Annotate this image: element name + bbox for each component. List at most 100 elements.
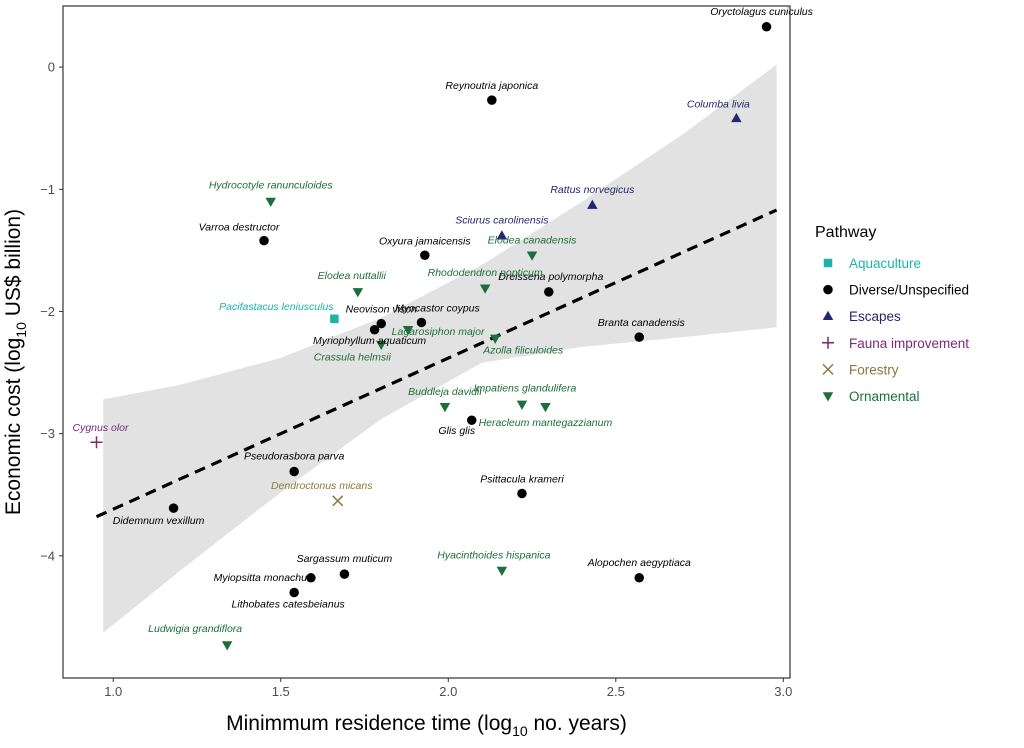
data-point [496,230,508,240]
legend-label: Escapes [849,309,901,324]
point-label: Sciurus carolinensis [455,215,549,227]
point-label: Buddleja davidii [408,386,482,398]
y-tick-label: −2 [40,304,55,319]
data-point [259,235,269,246]
y-axis-title-subscript: 10 [13,322,29,338]
point-label: Cygnus olor [72,422,129,434]
trend-line [95,208,778,519]
legend-key [823,284,833,295]
legend-title: Pathway [815,224,876,241]
point-label: Hydrocotyle ranunculoides [209,179,333,191]
point-label: Dreissena polymorpha [498,271,603,283]
data-point [369,325,380,335]
point-label: Lagarosiphon major [392,326,485,338]
point-label: Rattus norvegicus [550,184,635,196]
data-point [479,284,491,294]
point-label: Elodea nuttallii [318,270,387,282]
legend-items: Aquaculture Diverse/Unspecified Escapes Fau… [822,256,969,404]
x-axis-title: Minimmum residence time (log10 no. years… [226,712,627,739]
x-tick-label: 2.5 [607,684,625,699]
point-label: Crassula helmsii [314,351,392,363]
point-labels-layer: Oryctolagus cuniculus Reynoutria japonica… [72,6,813,635]
point-label: Oryctolagus cuniculus [710,6,813,18]
data-point [587,199,598,209]
point-label: Sargassum muticum [297,553,393,565]
data-point [376,318,387,329]
point-label: Heracleum mantegazzianum [479,417,613,429]
data-point [489,334,501,344]
legend: Pathway Aquaculture Diverse/Unspecified Es… [815,224,969,404]
point-label: Neovison vison [346,304,417,316]
point-label: Glis glis [438,425,476,437]
data-point [289,587,299,598]
legend-label: Fauna improvement [849,336,969,351]
point-label: Ludwigia grandiflora [148,623,242,635]
x-tick-label: 2.0 [439,684,457,699]
data-point [634,573,644,583]
y-tick-label: −4 [40,548,55,563]
point-label: Myiopsitta monachus [214,572,313,584]
point-label: Rhododendron ponticum [428,267,543,279]
x-axis: 1.0 1.5 2.0 2.5 3.0 [104,678,792,699]
point-label: Didemnum vexillum [113,515,205,527]
data-point [420,250,430,261]
y-axis-title: Economic cost (log10 US$ billion) [2,209,29,515]
x-tick-label: 1.0 [104,684,122,699]
data-point [544,287,554,297]
point-label: Lithobates catesbeianus [232,598,346,610]
y-axis-title-tail: US$ billion) [2,209,25,322]
data-point [90,436,103,449]
y-tick-label: −3 [40,426,55,441]
point-label: Columba livia [687,98,750,110]
legend-key [822,392,834,402]
confidence-band-layer [103,64,777,633]
data-points-layer [90,22,772,651]
point-label: Azolla filiculoides [482,344,564,356]
data-point [332,495,344,507]
data-point [487,95,497,105]
point-label: Myriophyllum aquaticum [313,335,426,347]
point-label: Reynoutria japonica [445,80,538,92]
point-label: Oxyura jamaicensis [379,235,471,247]
x-axis-title-subscript: 10 [512,723,528,739]
point-label: Elodea canadensis [488,234,577,246]
x-tick-label: 1.5 [272,684,290,699]
data-point [496,566,508,576]
y-axis-title-main: Economic cost (log [2,338,25,515]
legend-key [822,363,834,375]
x-tick-label: 3.0 [774,684,792,699]
point-label: Psittacula krameri [480,474,564,486]
legend-key [822,336,834,349]
data-point [731,112,742,123]
y-axis: 0 −1 −2 −3 −4 [40,60,63,563]
x-axis-title-main: Minimmum residence time (log [226,712,512,735]
legend-label: Ornamental [849,389,920,404]
data-point [526,251,538,261]
data-point [540,403,551,413]
point-label: Alopochen aegyptiaca [587,557,691,569]
point-label: Impatiens glandulifera [474,382,577,394]
point-label: Myocastor coypus [395,302,480,314]
data-point [339,569,350,579]
legend-label: Forestry [849,362,899,377]
point-label: Pseudorasbora parva [244,451,345,463]
data-point [466,415,477,425]
y-tick-label: 0 [48,60,55,75]
data-point [168,503,179,513]
plot-panel-border [62,5,791,679]
data-point [517,488,527,499]
point-label: Hyacinthoides hispanica [437,549,550,561]
legend-label: Aquaculture [849,256,921,271]
data-point [416,317,427,328]
point-label: Pacifastacus leniusculus [219,301,334,313]
point-label: Branta canadensis [598,317,686,329]
data-point [376,340,387,350]
data-point [289,466,299,477]
data-point [352,288,364,298]
point-label: Varroa destructor [199,222,280,234]
data-point [761,22,772,32]
data-point [402,326,414,336]
data-point [306,573,316,583]
data-point [439,403,451,413]
x-axis-title-tail: no. years) [528,712,627,735]
